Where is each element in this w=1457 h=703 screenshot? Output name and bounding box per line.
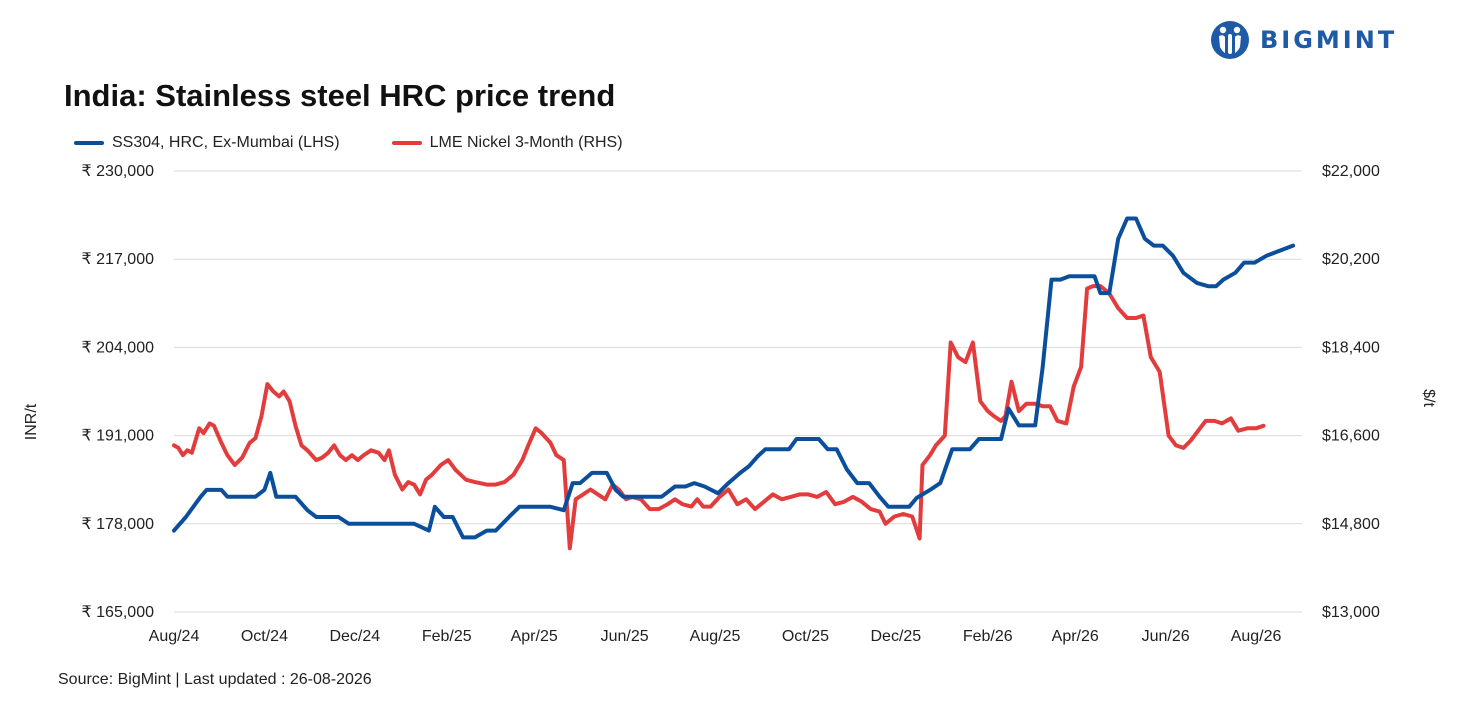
x-tick-label: Aug/26 — [1231, 628, 1282, 645]
x-tick-label: Feb/25 — [422, 628, 472, 645]
y-left-tick-label: ₹ 230,000 — [82, 163, 155, 180]
legend-swatch-ss304 — [74, 141, 104, 145]
bigmint-logo-icon — [1211, 21, 1249, 59]
legend: SS304, HRC, Ex-Mumbai (LHS) LME Nickel 3… — [74, 134, 623, 152]
legend-item-ss304: SS304, HRC, Ex-Mumbai (LHS) — [74, 134, 340, 152]
chart-title: India: Stainless steel HRC price trend — [64, 78, 616, 113]
source-note: Source: BigMint | Last updated : 26-08-2… — [58, 671, 372, 688]
y-left-tick-label: ₹ 191,000 — [82, 428, 155, 445]
y-left-tick-label: ₹ 178,000 — [82, 516, 155, 533]
y-right-axis-title: $/t — [1420, 389, 1437, 407]
legend-swatch-nickel — [391, 141, 422, 145]
x-tick-label: Feb/26 — [963, 628, 1013, 645]
bigmint-logo: BIGMINT — [1210, 20, 1397, 60]
legend-item-nickel: LME Nickel 3-Month (RHS) — [391, 134, 623, 152]
x-tick-label: Apr/26 — [1052, 628, 1099, 645]
x-tick-label: Jun/25 — [601, 628, 649, 645]
axis-labels: ₹ 165,000 $13,000 ₹ 178,000 $14,800 ₹ 191,00… — [23, 163, 1437, 645]
y-right-tick-label: $20,200 — [1322, 251, 1380, 268]
x-tick-label: Aug/25 — [690, 628, 741, 645]
x-tick-label: Oct/25 — [782, 628, 829, 645]
y-right-tick-label: $22,000 — [1322, 163, 1380, 180]
x-tick-label: Aug/24 — [149, 628, 200, 645]
x-tick-label: Oct/24 — [241, 628, 288, 645]
y-left-tick-label: ₹ 204,000 — [82, 339, 155, 356]
y-left-axis-title: INR/t — [23, 403, 40, 440]
x-tick-label: Apr/25 — [511, 628, 558, 645]
x-tick-label: Dec/24 — [329, 628, 380, 645]
bigmint-logo-text: BIGMINT — [1260, 26, 1398, 54]
x-tick-label: Jun/26 — [1142, 628, 1190, 645]
series-line-nickel — [172, 284, 1266, 551]
y-right-tick-label: $16,600 — [1322, 428, 1380, 445]
grid-lines — [174, 170, 1302, 613]
legend-label-ss304: SS304, HRC, Ex-Mumbai (LHS) — [112, 134, 340, 151]
legend-label-nickel: LME Nickel 3-Month (RHS) — [429, 134, 623, 151]
y-right-tick-label: $18,400 — [1322, 339, 1380, 356]
x-tick-label: Dec/25 — [871, 628, 922, 645]
y-left-tick-label: ₹ 217,000 — [82, 251, 155, 268]
y-right-tick-label: $13,000 — [1322, 604, 1380, 621]
y-right-tick-label: $14,800 — [1322, 516, 1380, 533]
y-left-tick-label: ₹ 165,000 — [82, 604, 155, 621]
series-lines — [172, 216, 1296, 551]
series-line-ss304 — [172, 216, 1296, 540]
